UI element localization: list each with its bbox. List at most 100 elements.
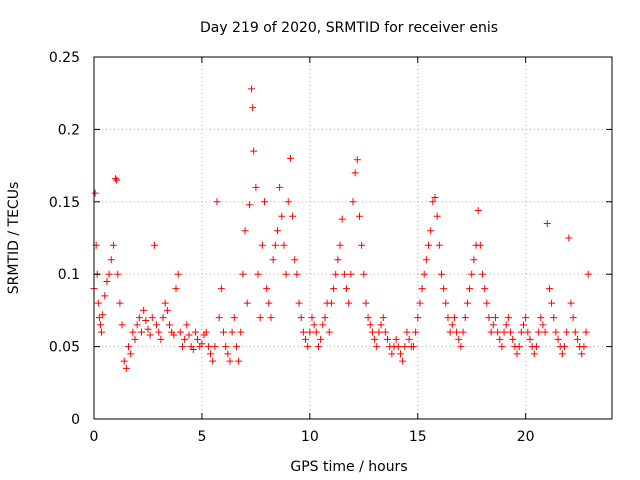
y-axis-title: SRMTID / TECUs	[6, 182, 22, 295]
data-point	[237, 328, 245, 336]
data-points	[90, 85, 592, 372]
data-point	[392, 335, 400, 343]
data-point	[273, 227, 281, 235]
data-point	[302, 335, 310, 343]
x-tick-label: 0	[90, 429, 99, 445]
data-point	[265, 299, 273, 307]
data-point	[353, 156, 361, 164]
data-point	[580, 343, 588, 351]
data-point	[306, 328, 314, 336]
data-point	[388, 350, 396, 358]
data-point	[185, 331, 193, 339]
data-point	[463, 299, 471, 307]
data-point	[545, 285, 553, 293]
data-point	[513, 350, 521, 358]
data-point	[535, 328, 543, 336]
data-point	[582, 328, 590, 336]
data-point	[146, 331, 154, 339]
data-point	[355, 212, 363, 220]
data-point	[481, 285, 489, 293]
data-point	[437, 270, 445, 278]
y-tick-label: 0.2	[58, 122, 80, 138]
data-point	[181, 335, 189, 343]
data-point	[269, 256, 277, 264]
y-tick-label: 0.1	[58, 267, 80, 283]
data-point	[409, 343, 417, 351]
data-point	[220, 328, 227, 336]
data-point	[116, 299, 124, 307]
data-point	[466, 285, 474, 293]
data-point	[455, 335, 463, 343]
data-point	[360, 270, 368, 278]
data-point	[278, 212, 286, 220]
data-point	[448, 321, 456, 329]
data-point	[403, 328, 411, 336]
data-point	[422, 256, 430, 264]
data-point	[153, 321, 161, 329]
y-tick-label: 0	[71, 412, 80, 428]
data-point	[532, 343, 540, 351]
data-point	[118, 321, 126, 329]
data-point	[405, 335, 413, 343]
data-point	[573, 335, 581, 343]
data-point	[349, 198, 357, 206]
data-point	[487, 328, 495, 336]
data-point	[178, 343, 186, 351]
data-point	[420, 270, 428, 278]
data-point	[107, 256, 115, 264]
data-point	[584, 270, 592, 278]
data-point	[105, 270, 113, 278]
data-point	[112, 175, 120, 183]
data-point	[431, 193, 439, 201]
data-point	[228, 328, 236, 336]
data-point	[537, 314, 545, 322]
data-point	[479, 270, 486, 278]
data-point	[459, 328, 467, 336]
data-point	[446, 328, 454, 336]
data-point	[548, 299, 556, 307]
data-point	[209, 357, 217, 365]
data-point	[351, 169, 359, 177]
data-point	[461, 314, 469, 322]
data-point	[293, 270, 301, 278]
data-point	[362, 299, 370, 307]
data-point	[271, 241, 279, 249]
data-point	[224, 350, 232, 358]
data-point	[563, 328, 571, 336]
data-point	[317, 335, 325, 343]
data-point	[148, 314, 156, 322]
data-point	[202, 328, 210, 336]
data-point	[327, 299, 335, 307]
data-point	[230, 314, 238, 322]
data-point	[517, 328, 525, 336]
data-point	[261, 198, 269, 206]
data-point	[384, 335, 392, 343]
data-point	[325, 328, 333, 336]
axis-ticks: 0 5 10 15 20 0 0.05 0.1 0.15 0.2 0.25	[49, 50, 612, 445]
data-point	[468, 270, 476, 278]
data-point	[239, 270, 247, 278]
x-tick-label: 20	[517, 429, 535, 445]
data-point	[94, 299, 102, 307]
data-point	[312, 328, 320, 336]
data-point	[150, 241, 158, 249]
data-point	[144, 325, 152, 333]
data-point	[364, 314, 372, 322]
data-point	[567, 299, 575, 307]
data-point	[129, 328, 137, 336]
data-point	[289, 212, 297, 220]
data-point	[394, 343, 402, 351]
data-point	[334, 256, 342, 264]
grid-lines	[94, 57, 612, 419]
data-point	[314, 343, 322, 351]
data-point	[267, 314, 275, 322]
x-tick-label: 10	[301, 429, 319, 445]
data-point	[183, 321, 191, 329]
data-point	[373, 343, 381, 351]
data-point	[232, 343, 240, 351]
data-point	[347, 270, 355, 278]
data-point	[258, 241, 266, 249]
data-point	[256, 314, 264, 322]
data-point	[161, 299, 169, 307]
